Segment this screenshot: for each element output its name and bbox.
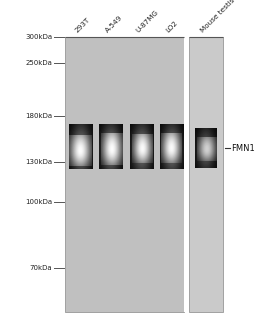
Text: 180kDa: 180kDa: [25, 113, 52, 119]
Bar: [184, 37, 189, 312]
Text: Mouse testis: Mouse testis: [199, 0, 236, 34]
Text: FMN1: FMN1: [231, 144, 255, 153]
Text: 293T: 293T: [74, 16, 91, 34]
Text: U-87MG: U-87MG: [135, 9, 160, 34]
Text: A-549: A-549: [104, 14, 124, 34]
FancyBboxPatch shape: [189, 37, 223, 312]
Text: 100kDa: 100kDa: [25, 199, 52, 205]
Text: 300kDa: 300kDa: [25, 34, 52, 40]
Text: 70kDa: 70kDa: [30, 265, 52, 271]
Text: LO2: LO2: [165, 20, 179, 34]
Text: 250kDa: 250kDa: [26, 60, 52, 66]
Text: 130kDa: 130kDa: [25, 159, 52, 165]
FancyBboxPatch shape: [65, 37, 184, 312]
